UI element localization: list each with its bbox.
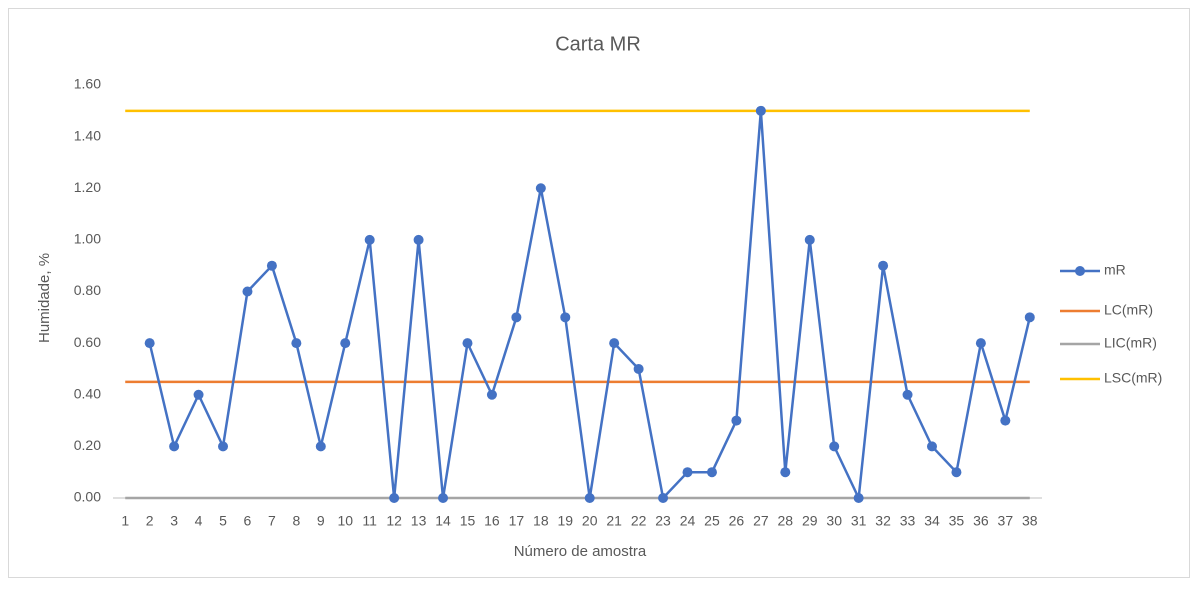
data-point bbox=[291, 338, 302, 349]
x-tick-label: 8 bbox=[292, 513, 300, 529]
data-point bbox=[1000, 415, 1011, 426]
y-tick-label: 0.80 bbox=[74, 282, 101, 298]
data-point bbox=[829, 441, 840, 452]
x-tick-label: 15 bbox=[460, 513, 476, 529]
data-point bbox=[975, 338, 986, 349]
x-tick-label: 31 bbox=[851, 513, 867, 529]
data-point bbox=[413, 234, 424, 245]
x-tick-label: 17 bbox=[509, 513, 525, 529]
x-tick-label: 23 bbox=[655, 513, 671, 529]
x-tick-label: 5 bbox=[219, 513, 227, 529]
y-tick-label: 1.20 bbox=[74, 179, 101, 195]
x-tick-label: 33 bbox=[900, 513, 916, 529]
data-point bbox=[926, 441, 937, 452]
x-tick-label: 3 bbox=[170, 513, 178, 529]
data-point bbox=[389, 493, 400, 503]
y-tick-label: 0.60 bbox=[74, 334, 101, 350]
x-tick-label: 11 bbox=[362, 513, 377, 529]
data-point bbox=[1024, 312, 1035, 323]
x-tick-label: 24 bbox=[680, 513, 696, 529]
y-tick-label: 0.00 bbox=[74, 489, 101, 505]
data-point bbox=[144, 338, 155, 349]
y-tick-label: 0.40 bbox=[74, 385, 101, 401]
data-point bbox=[193, 389, 204, 400]
x-tick-label: 20 bbox=[582, 513, 598, 529]
x-tick-label: 1 bbox=[121, 513, 129, 529]
data-point bbox=[878, 260, 889, 271]
data-point bbox=[633, 363, 644, 374]
x-tick-label: 21 bbox=[606, 513, 622, 529]
x-tick-label: 30 bbox=[826, 513, 842, 529]
legend-label: mR bbox=[1104, 262, 1126, 278]
x-tick-label: 7 bbox=[268, 513, 276, 529]
data-point bbox=[364, 234, 375, 245]
x-tick-label: 25 bbox=[704, 513, 720, 529]
x-tick-label: 18 bbox=[533, 513, 549, 529]
data-point bbox=[511, 312, 522, 323]
x-tick-label: 12 bbox=[386, 513, 402, 529]
x-tick-label: 37 bbox=[998, 513, 1014, 529]
y-tick-label: 0.20 bbox=[74, 437, 101, 453]
x-tick-label: 9 bbox=[317, 513, 325, 529]
data-point bbox=[951, 467, 962, 478]
data-point bbox=[853, 493, 864, 503]
chart-title: Carta MR bbox=[555, 33, 641, 55]
legend-label: LC(mR) bbox=[1104, 302, 1153, 318]
x-axis-label: Número de amostra bbox=[514, 543, 647, 560]
data-point bbox=[755, 105, 766, 116]
x-tick-label: 32 bbox=[875, 513, 891, 529]
legend-marker bbox=[1075, 266, 1085, 276]
x-tick-label: 36 bbox=[973, 513, 989, 529]
y-axis-label: Humidade, % bbox=[36, 253, 53, 343]
data-point bbox=[242, 286, 253, 297]
x-tick-label: 16 bbox=[484, 513, 500, 529]
y-tick-label: 1.60 bbox=[74, 76, 101, 92]
data-point bbox=[609, 338, 620, 349]
data-point bbox=[169, 441, 180, 452]
x-tick-label: 2 bbox=[146, 513, 154, 529]
data-point bbox=[462, 338, 473, 349]
y-tick-label: 1.00 bbox=[74, 231, 101, 247]
x-tick-label: 19 bbox=[557, 513, 573, 529]
legend-label: LSC(mR) bbox=[1104, 370, 1162, 386]
data-point bbox=[584, 493, 595, 503]
x-tick-label: 26 bbox=[729, 513, 745, 529]
x-tick-label: 6 bbox=[244, 513, 252, 529]
x-tick-label: 13 bbox=[411, 513, 427, 529]
data-point bbox=[560, 312, 571, 323]
legend-label: LIC(mR) bbox=[1104, 335, 1157, 351]
x-tick-label: 27 bbox=[753, 513, 769, 529]
x-tick-label: 34 bbox=[924, 513, 940, 529]
x-tick-label: 22 bbox=[631, 513, 647, 529]
data-point bbox=[218, 441, 229, 452]
data-point bbox=[804, 234, 815, 245]
data-point bbox=[438, 493, 449, 503]
data-point bbox=[902, 389, 913, 400]
data-point bbox=[706, 467, 717, 478]
data-point bbox=[315, 441, 326, 452]
data-point bbox=[658, 493, 669, 503]
x-tick-label: 35 bbox=[949, 513, 965, 529]
data-point bbox=[731, 415, 742, 426]
x-tick-label: 4 bbox=[195, 513, 203, 529]
x-tick-label: 10 bbox=[337, 513, 353, 529]
x-tick-label: 38 bbox=[1022, 513, 1038, 529]
data-point bbox=[535, 183, 546, 194]
x-tick-label: 29 bbox=[802, 513, 818, 529]
data-point bbox=[780, 467, 791, 478]
data-point bbox=[266, 260, 277, 271]
data-point bbox=[486, 389, 497, 400]
chart-frame bbox=[8, 8, 1190, 578]
data-point bbox=[682, 467, 693, 478]
x-tick-label: 14 bbox=[435, 513, 451, 529]
data-point bbox=[340, 338, 351, 349]
y-tick-label: 1.40 bbox=[74, 127, 101, 143]
x-tick-label: 28 bbox=[778, 513, 794, 529]
